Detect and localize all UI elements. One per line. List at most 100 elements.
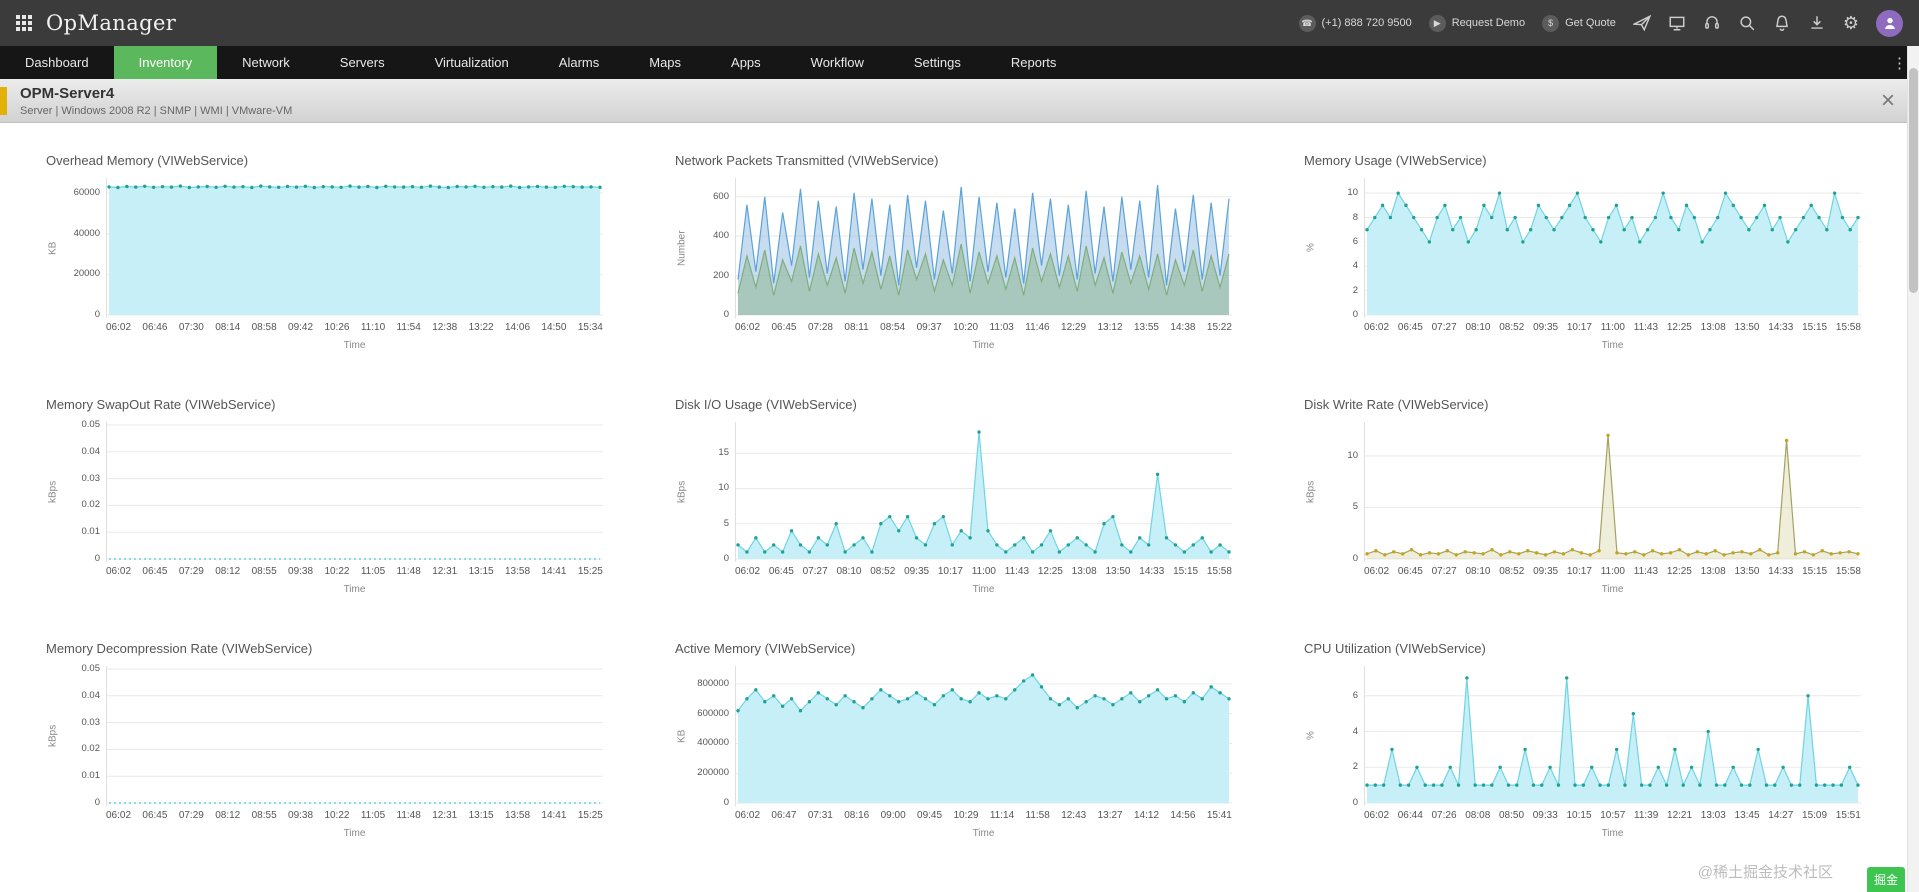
x-axis-label: Time <box>343 828 366 839</box>
device-info: OPM-Server4 Server | Windows 2008 R2 | S… <box>20 85 292 117</box>
y-axis-label: % <box>1305 243 1317 253</box>
chart-panel: Memory Decompression Rate (VIWebService)… <box>46 641 603 839</box>
nav-tab-reports[interactable]: Reports <box>1010 55 1057 70</box>
close-icon[interactable]: × <box>1880 86 1895 114</box>
x-axis-ticks: 06:02 06:45 07:29 08:12 08:55 09:38 10:22 11:05… <box>106 810 603 821</box>
plot-area: 06:02 06:45 07:29 08:12 08:55 09:38 10:22 11:05… <box>106 666 603 839</box>
request-demo-link[interactable]: ▶ Request Demo <box>1428 14 1526 32</box>
x-axis-ticks: 06:02 06:45 07:29 08:12 08:55 09:38 10:22 11:05… <box>106 566 603 577</box>
presentation-icon[interactable] <box>1668 14 1686 32</box>
chart-title: Active Memory (VIWebService) <box>675 641 856 656</box>
chart-plot <box>735 422 1232 562</box>
y-axis-label: Number <box>676 230 688 266</box>
nav-tab-virtualization[interactable]: Virtualization <box>434 55 509 70</box>
y-axis-ticks: 0 5 10 <box>1347 449 1358 564</box>
get-quote-link[interactable]: $ Get Quote <box>1542 14 1616 32</box>
plot-area: 06:02 06:45 07:29 08:12 08:55 09:38 10:22 11:05… <box>106 422 603 595</box>
chart-plot <box>1364 178 1861 318</box>
app-grid-icon[interactable] <box>16 15 32 31</box>
chart-body: Number 0 200 400 600 06:02 06:45 07:28 08:11 08… <box>675 178 1232 351</box>
phone-number: (+1) 888 720 9500 <box>1321 17 1412 29</box>
search-icon[interactable] <box>1738 14 1756 32</box>
x-axis-label: Time <box>972 340 995 351</box>
y-axis-label: KB <box>676 729 688 743</box>
scrollbar-thumb[interactable] <box>1909 68 1918 293</box>
nav-tab-alarms[interactable]: Alarms <box>558 55 600 70</box>
x-axis-ticks: 06:02 06:45 07:27 08:10 08:52 09:35 10:17 11:00… <box>1364 322 1861 333</box>
nav-tab-dashboard[interactable]: Dashboard <box>25 55 89 70</box>
x-axis-ticks: 06:02 06:45 07:27 08:10 08:52 09:35 10:17 11:00… <box>735 566 1232 577</box>
phone-link[interactable]: ☎ (+1) 888 720 9500 <box>1298 14 1412 32</box>
chart-panel: Memory Usage (VIWebService) % 0 2 4 6 8 10 06… <box>1304 153 1861 351</box>
nav-tab-maps[interactable]: Maps <box>649 55 682 70</box>
x-axis-ticks: 06:02 06:45 07:27 08:10 08:52 09:35 10:17 11:00… <box>1364 566 1861 577</box>
x-axis-ticks: 06:02 06:44 07:26 08:08 08:50 09:33 10:15 10:57… <box>1364 810 1861 821</box>
chart-plot <box>1364 422 1861 562</box>
demo-icon: ▶ <box>1428 14 1446 32</box>
nav-tab-inventory[interactable]: Inventory <box>113 46 218 79</box>
plot-area: 06:02 06:46 07:30 08:14 08:58 09:42 10:26 11:10… <box>106 178 603 351</box>
chart-panel: Network Packets Transmitted (VIWebServic… <box>675 153 1232 351</box>
chart-panel: Disk Write Rate (VIWebService) kBps 0 5 10… <box>1304 397 1861 595</box>
y-axis-label: kBps <box>1305 480 1317 504</box>
get-quote-label: Get Quote <box>1565 17 1616 29</box>
header-actions: ☎ (+1) 888 720 9500 ▶ Request Demo $ Get… <box>1298 9 1903 37</box>
main-nav: Dashboard Inventory Network Servers Virt… <box>0 46 1919 79</box>
x-axis-ticks: 06:02 06:46 07:30 08:14 08:58 09:42 10:26 11:10… <box>106 322 603 333</box>
x-axis-label: Time <box>343 584 366 595</box>
chart-plot <box>106 666 603 806</box>
x-axis-label: Time <box>1601 584 1624 595</box>
x-axis-label: Time <box>972 828 995 839</box>
nav-tab-servers[interactable]: Servers <box>339 55 385 70</box>
chart-plot <box>106 422 603 562</box>
y-axis-label: kBps <box>47 724 59 748</box>
headset-icon[interactable] <box>1703 14 1721 32</box>
chart-title: Memory Usage (VIWebService) <box>1304 153 1487 168</box>
gear-icon[interactable]: ⚙ <box>1842 13 1859 33</box>
x-axis-label: Time <box>1601 828 1624 839</box>
download-icon[interactable] <box>1808 14 1826 32</box>
chart-body: kBps 0 5 10 06:02 06:45 07:27 08:10 08:52 09:35… <box>1304 422 1861 595</box>
chart-plot <box>735 666 1232 806</box>
chart-plot <box>735 178 1232 318</box>
chart-title: Disk Write Rate (VIWebService) <box>1304 397 1489 412</box>
y-axis-label: kBps <box>47 480 59 504</box>
x-axis-label: Time <box>1601 340 1624 351</box>
nav-tab-workflow[interactable]: Workflow <box>810 55 864 70</box>
top-header: OpManager ☎ (+1) 888 720 9500 ▶ Request … <box>0 0 1919 46</box>
y-axis-ticks: 0 0.01 0.02 0.03 0.04 0.05 <box>81 663 101 808</box>
x-axis-ticks: 06:02 06:47 07:31 08:16 09:00 09:45 10:29 11:14… <box>735 810 1232 821</box>
user-avatar[interactable] <box>1876 9 1903 37</box>
chart-panel: Disk I/O Usage (VIWebService) kBps 0 5 10 1… <box>675 397 1232 595</box>
nav-tab-settings[interactable]: Settings <box>913 55 961 70</box>
device-header: OPM-Server4 Server | Windows 2008 R2 | S… <box>0 79 1919 123</box>
nav-tab-apps[interactable]: Apps <box>731 55 761 70</box>
bell-icon[interactable] <box>1773 14 1791 32</box>
request-demo-label: Request Demo <box>1451 17 1526 29</box>
chart-body: kBps 0 5 10 15 06:02 06:45 07:27 08:10 08:52 09:… <box>675 422 1232 595</box>
chart-body: KB 0 200000 400000 600000 800000 06:02 06:47 0… <box>675 666 1232 839</box>
chart-plot <box>106 178 603 318</box>
device-details: Server | Windows 2008 R2 | SNMP | WMI | … <box>20 104 293 117</box>
main-content: Overhead Memory (VIWebService) KB 0 20000… <box>0 123 1919 839</box>
chart-body: kBps 0 0.01 0.02 0.03 0.04 0.05 06:02 06:45 07:… <box>46 419 603 595</box>
y-axis-ticks: 0 5 10 15 <box>718 447 729 564</box>
nav-overflow-icon[interactable]: ⋮ <box>1892 54 1907 72</box>
chart-panel: Memory SwapOut Rate (VIWebService) kBps … <box>46 397 603 595</box>
paper-plane-icon[interactable] <box>1632 14 1651 32</box>
chart-panel: Active Memory (VIWebService) KB 0 200000 4… <box>675 641 1232 839</box>
y-axis-label: KB <box>47 241 59 255</box>
chart-title: Overhead Memory (VIWebService) <box>46 153 249 168</box>
plot-area: 06:02 06:44 07:26 08:08 08:50 09:33 10:15 10:57… <box>1364 666 1861 839</box>
plot-area: 06:02 06:45 07:27 08:10 08:52 09:35 10:17 11:00… <box>1364 178 1861 351</box>
y-axis-ticks: 0 0.01 0.02 0.03 0.04 0.05 <box>81 419 101 564</box>
y-axis-ticks: 0 20000 40000 60000 <box>73 187 100 320</box>
quote-icon: $ <box>1542 14 1560 32</box>
y-axis-ticks: 0 200000 400000 600000 800000 <box>697 677 729 808</box>
phone-icon: ☎ <box>1298 14 1316 32</box>
x-axis-label: Time <box>343 340 366 351</box>
charts-grid: Overhead Memory (VIWebService) KB 0 20000… <box>46 153 1861 839</box>
nav-tab-network[interactable]: Network <box>242 55 290 70</box>
